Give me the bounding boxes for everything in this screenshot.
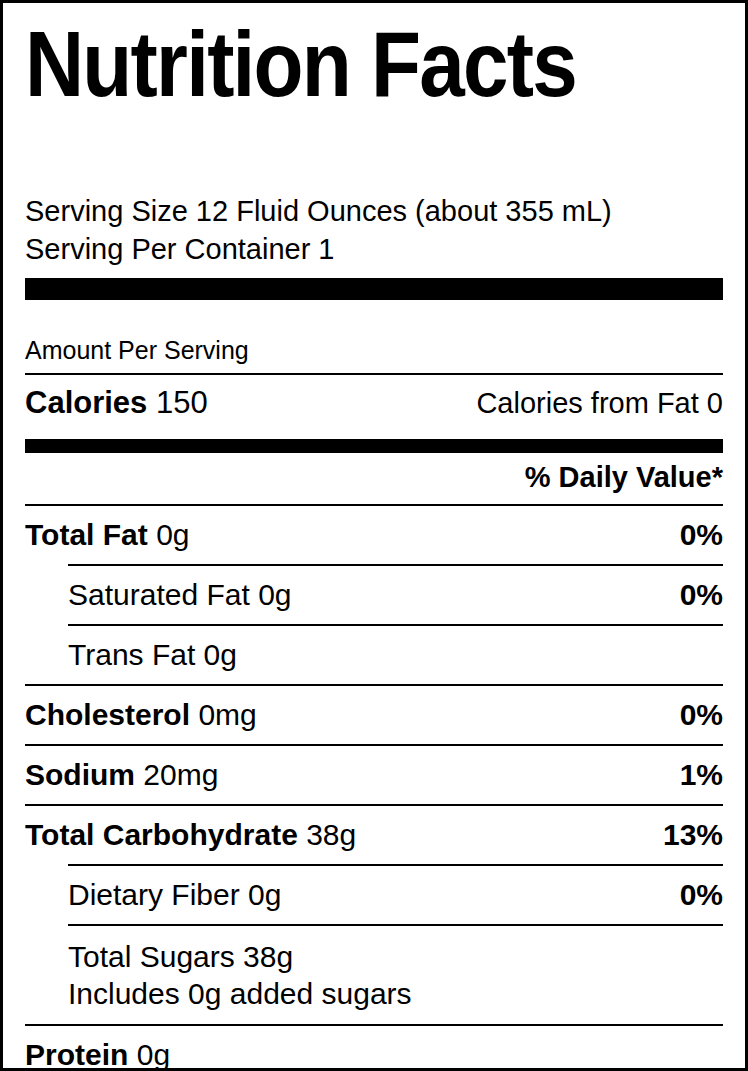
nutrient-amount: 38g	[306, 818, 356, 851]
nutrient-name: Saturated Fat	[68, 578, 250, 611]
nutrient-row-total-carbohydrate: Total Carbohydrate 38g 13%	[25, 804, 723, 864]
calories-number: 150	[156, 385, 208, 420]
nutrient-name: Total Carbohydrate	[25, 818, 298, 851]
nutrient-row-protein: Protein 0g	[25, 1024, 723, 1071]
nutrient-row-total-fat: Total Fat 0g 0%	[25, 504, 723, 564]
daily-value-header: % Daily Value*	[25, 463, 723, 492]
nutrient-name-amount: Total Carbohydrate 38g	[25, 818, 356, 852]
daily-value: 0%	[680, 698, 723, 732]
nutrient-row-trans-fat: Trans Fat 0g	[68, 624, 723, 684]
thick-separator-mid	[25, 439, 723, 453]
serving-size-line: Serving Size 12 Fluid Ounces (about 355 …	[25, 192, 723, 230]
nutrient-row-dietary-fiber: Dietary Fiber 0g 0%	[68, 864, 723, 924]
nutrient-amount: 20mg	[143, 758, 218, 791]
daily-value: 1%	[680, 758, 723, 792]
nutrient-name: Sodium	[25, 758, 135, 791]
nutrient-name: Dietary Fiber	[68, 878, 240, 911]
nutrient-name-amount: Cholesterol 0mg	[25, 698, 257, 732]
nutrient-name-amount: Protein 0g	[25, 1038, 170, 1071]
daily-value: 0%	[680, 518, 723, 552]
added-sugars-line: Includes 0g added sugars	[68, 975, 412, 1012]
nutrient-amount: 0mg	[198, 698, 256, 731]
calories-label: Calories	[25, 385, 147, 420]
calories-row: Calories 150 Calories from Fat 0	[25, 375, 723, 435]
calories-from-fat-number: 0	[707, 387, 723, 419]
calories-from-fat-group: Calories from Fat 0	[476, 387, 723, 420]
serving-info: Serving Size 12 Fluid Ounces (about 355 …	[25, 192, 723, 268]
nutrient-amount: 0g	[156, 518, 189, 551]
daily-value: 13%	[663, 818, 723, 852]
thick-separator-top	[25, 278, 723, 300]
nutrient-name-amount: Total Sugars 38g Includes 0g added sugar…	[68, 938, 412, 1012]
nutrient-row-total-sugars: Total Sugars 38g Includes 0g added sugar…	[68, 924, 723, 1024]
nutrient-name: Protein	[25, 1038, 128, 1071]
calories-from-fat-label: Calories from Fat	[476, 387, 698, 419]
daily-value: 0%	[680, 878, 723, 912]
nutrient-name-amount: Saturated Fat 0g	[68, 578, 292, 612]
total-sugars-line: Total Sugars 38g	[68, 938, 412, 975]
nutrient-name-amount: Total Fat 0g	[25, 518, 190, 552]
daily-value: 0%	[680, 578, 723, 612]
nutrient-amount: 38g	[243, 940, 293, 973]
nutrient-name: Total Sugars	[68, 940, 235, 973]
nutrient-name-amount: Sodium 20mg	[25, 758, 218, 792]
servings-per-container-line: Serving Per Container 1	[25, 230, 723, 268]
nutrient-name-amount: Trans Fat 0g	[68, 638, 237, 672]
nutrition-facts-label: Nutrition Facts Serving Size 12 Fluid Ou…	[0, 0, 748, 1071]
calories-value-group: Calories 150	[25, 385, 208, 421]
label-title: Nutrition Facts	[25, 18, 576, 110]
nutrient-amount: 0g	[137, 1038, 170, 1071]
nutrient-name: Total Fat	[25, 518, 148, 551]
nutrient-row-saturated-fat: Saturated Fat 0g 0%	[68, 564, 723, 624]
nutrient-row-cholesterol: Cholesterol 0mg 0%	[25, 684, 723, 744]
amount-per-serving-heading: Amount Per Serving	[25, 334, 723, 366]
nutrient-name-amount: Dietary Fiber 0g	[68, 878, 281, 912]
nutrient-amount: 0g	[258, 578, 291, 611]
nutrient-row-sodium: Sodium 20mg 1%	[25, 744, 723, 804]
nutrient-amount: 0g	[248, 878, 281, 911]
nutrient-name: Trans Fat	[68, 638, 195, 671]
nutrient-amount: 0g	[204, 638, 237, 671]
nutrient-name: Cholesterol	[25, 698, 190, 731]
